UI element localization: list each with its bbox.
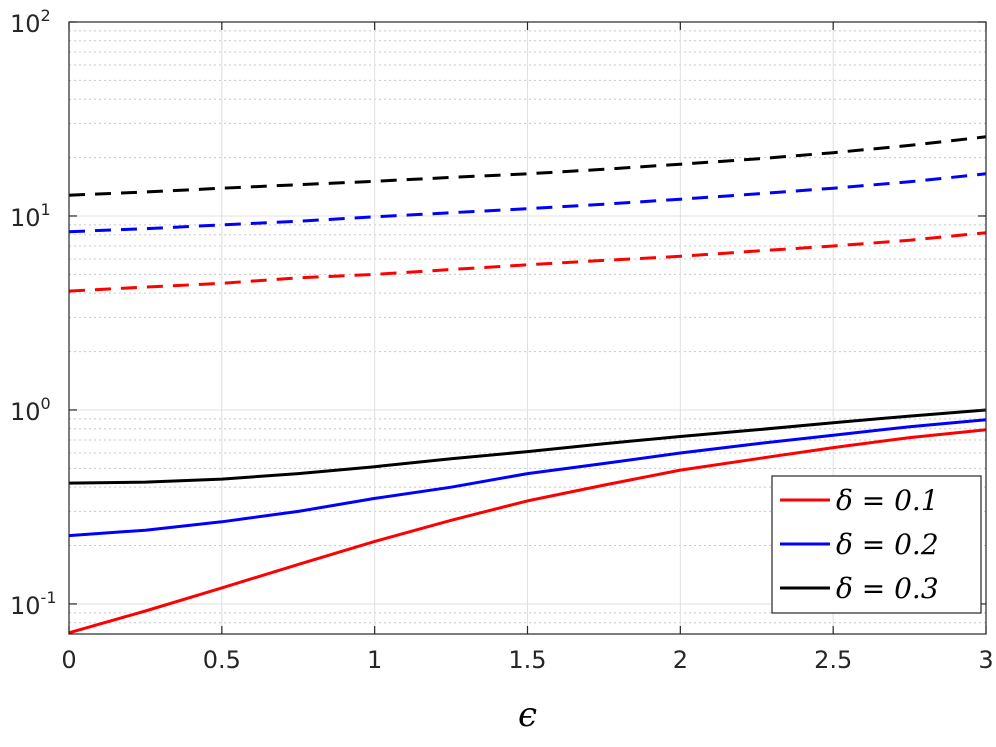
axis-ticks: 0 0.5 1 1.5 2 2.5 3 10-1 100 101 102 <box>10 6 994 674</box>
x-tick-label: 1.5 <box>508 646 546 674</box>
legend-label: δ = 0.2 <box>836 528 939 561</box>
x-tick-label: 1 <box>367 646 382 674</box>
x-tick-label: 3 <box>978 646 993 674</box>
solid-series-line-3 <box>68 408 987 485</box>
x-axis-label: ϵ <box>518 695 537 735</box>
legend-label: δ = 0.3 <box>836 572 939 605</box>
y-tick-label: 10-1 <box>10 588 57 620</box>
solid-series-line-1 <box>68 428 987 635</box>
dashed-series-line-1 <box>68 231 987 293</box>
x-tick-label: 0 <box>61 646 76 674</box>
legend-label: δ = 0.1 <box>836 484 939 517</box>
dashed-series-line-3 <box>68 135 987 197</box>
series-lines <box>68 135 987 635</box>
y-tick-label: 102 <box>10 6 51 38</box>
x-tick-label: 0.5 <box>203 646 241 674</box>
legend: δ = 0.1 δ = 0.2 δ = 0.3 <box>771 475 982 614</box>
x-tick-label: 2 <box>673 646 688 674</box>
y-tick-label: 100 <box>10 394 51 426</box>
y-tick-label: 101 <box>10 200 51 232</box>
x-tick-label: 2.5 <box>814 646 852 674</box>
solid-series-line-2 <box>68 418 987 538</box>
dashed-series-line-2 <box>68 172 987 234</box>
